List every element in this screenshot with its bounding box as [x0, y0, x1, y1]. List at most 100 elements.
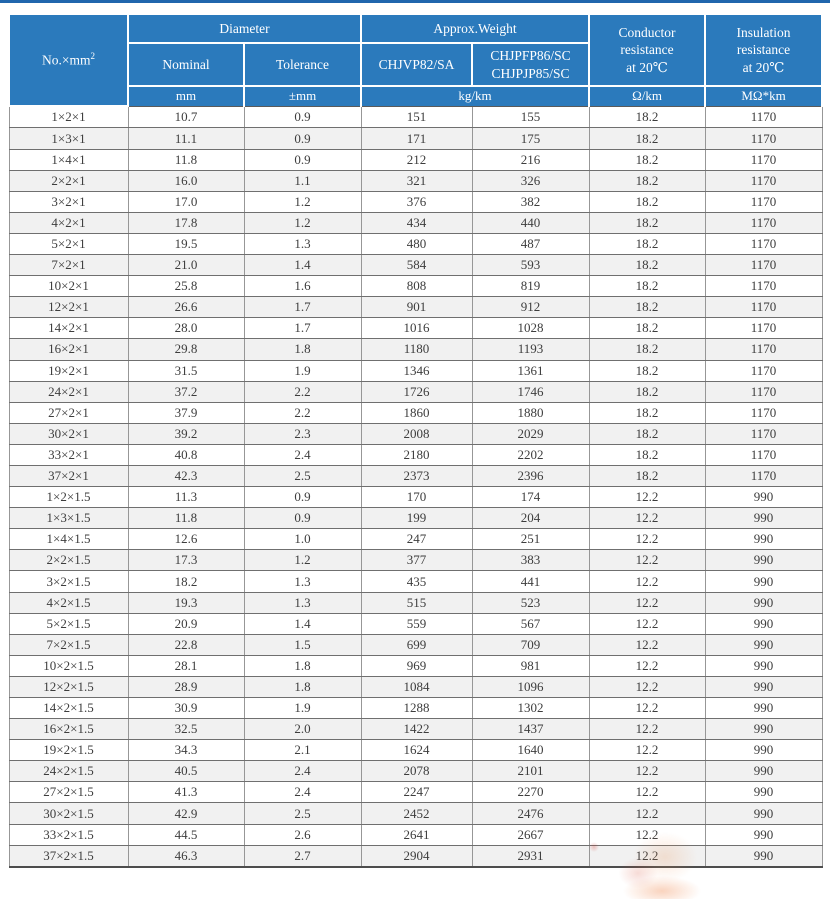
table-cell: 0.9	[243, 127, 362, 150]
table-cell: 175	[471, 127, 590, 150]
table-cell: 990	[704, 739, 823, 762]
table-cell: 170	[360, 486, 473, 509]
table-cell: 1346	[360, 359, 473, 382]
table-cell: 1170	[704, 317, 823, 340]
table-cell: 2.0	[243, 718, 362, 741]
table-cell: 18.2	[588, 422, 706, 445]
table-cell: 2247	[360, 781, 473, 804]
table-cell: 26.6	[127, 296, 245, 319]
table-cell: 30×2×1.5	[8, 802, 129, 825]
table-cell: 41.3	[127, 781, 245, 804]
no-mm2-superscript: 2	[90, 51, 96, 62]
table-cell: 33×2×1	[8, 443, 129, 466]
table-cell: 1880	[471, 401, 590, 424]
table-row: 1×4×1.5 12.6 1.0 247 251 12.2 990	[8, 528, 823, 551]
conductor-line3: at 20℃	[626, 59, 668, 75]
table-row: 14×2×1.5 30.9 1.9 1288 1302 12.2 990	[8, 697, 823, 720]
table-cell: 990	[704, 612, 823, 635]
table-cell: 321	[360, 169, 473, 192]
table-cell: 32.5	[127, 718, 245, 741]
table-cell: 204	[471, 507, 590, 530]
table-cell: 2270	[471, 781, 590, 804]
table-cell: 0.9	[243, 105, 362, 129]
table-cell: 1302	[471, 697, 590, 720]
table-cell: 5×2×1.5	[8, 612, 129, 635]
table-cell: 2202	[471, 443, 590, 466]
table-row: 37×2×1 42.3 2.5 2373 2396 18.2 1170	[8, 464, 823, 488]
unit-cell-tolerance-mm: ±mm	[242, 84, 363, 107]
table-cell: 212	[360, 148, 473, 171]
header-row-units: mm ±mm kg/km Ω/km MΩ*km	[9, 84, 824, 107]
table-cell: 2078	[360, 760, 473, 783]
table-cell: 10×2×1	[8, 275, 129, 298]
table-cell: 1170	[704, 422, 823, 445]
table-cell: 990	[704, 697, 823, 720]
table-cell: 1.8	[243, 675, 362, 699]
table-cell: 2180	[360, 443, 473, 466]
header-cell-weight-type1: CHJVP82/SA	[360, 42, 474, 87]
table-row: 19×2×1 31.5 1.9 1346 1361 18.2 1170	[8, 359, 823, 382]
table-cell: 19.5	[127, 232, 245, 256]
table-cell: 1170	[704, 443, 823, 466]
table-cell: 1180	[360, 338, 473, 361]
table-cell: 1.0	[243, 528, 362, 551]
table-cell: 990	[704, 760, 823, 783]
table-cell: 12.2	[588, 697, 706, 720]
table-cell: 18.2	[588, 148, 706, 171]
table-cell: 18.2	[588, 190, 706, 213]
table-row: 27×2×1 37.9 2.2 1860 1880 18.2 1170	[8, 401, 823, 424]
table-cell: 37.9	[127, 401, 245, 424]
table-cell: 174	[471, 486, 590, 509]
table-cell: 990	[704, 844, 823, 868]
table-cell: 12.2	[588, 781, 706, 804]
table-cell: 593	[471, 254, 590, 277]
header-cell-approx-weight: Approx.Weight	[360, 13, 591, 44]
insulation-line1: Insulation	[736, 24, 791, 40]
table-cell: 12.2	[588, 823, 706, 846]
table-cell: 18.2	[588, 127, 706, 150]
table-cell: 1.7	[243, 296, 362, 319]
table-cell: 990	[704, 654, 823, 677]
table-cell: 1437	[471, 718, 590, 741]
table-cell: 12.2	[588, 549, 706, 572]
unit-cell-ohm-km: Ω/km	[588, 84, 707, 107]
table-cell: 1170	[704, 401, 823, 424]
table-cell: 18.2	[588, 105, 706, 129]
table-cell: 567	[471, 612, 590, 635]
table-cell: 30×2×1	[8, 422, 129, 445]
table-cell: 33×2×1.5	[8, 823, 129, 846]
conductor-line2: resistance	[620, 42, 674, 58]
table-cell: 1.8	[243, 654, 362, 677]
table-cell: 1.3	[243, 570, 362, 593]
table-cell: 30.9	[127, 697, 245, 720]
table-cell: 901	[360, 296, 473, 319]
table-cell: 18.2	[127, 570, 245, 593]
table-cell: 377	[360, 549, 473, 572]
table-cell: 1.6	[243, 275, 362, 298]
table-cell: 1.9	[243, 697, 362, 720]
table-cell: 46.3	[127, 844, 245, 868]
table-row: 33×2×1.5 44.5 2.6 2641 2667 12.2 990	[8, 823, 823, 846]
table-cell: 40.8	[127, 443, 245, 466]
table-cell: 1170	[704, 338, 823, 361]
table-cell: 990	[704, 570, 823, 593]
table-cell: 1170	[704, 169, 823, 192]
table-cell: 1.8	[243, 338, 362, 361]
table-row: 12×2×1 26.6 1.7 901 912 18.2 1170	[8, 296, 823, 319]
insulation-line3: at 20℃	[742, 59, 785, 75]
table-row: 3×2×1.5 18.2 1.3 435 441 12.2 990	[8, 570, 823, 593]
table-cell: 1170	[704, 464, 823, 488]
table-cell: 2×2×1	[8, 169, 129, 192]
unit-cell-mm: mm	[127, 84, 245, 107]
table-cell: 2641	[360, 823, 473, 846]
table-cell: 2904	[360, 844, 473, 868]
table-cell: 1170	[704, 127, 823, 150]
table-cell: 16×2×1.5	[8, 718, 129, 741]
table-cell: 2.7	[243, 844, 362, 868]
table-cell: 12×2×1.5	[8, 675, 129, 699]
table-row: 10×2×1 25.8 1.6 808 819 18.2 1170	[8, 275, 823, 298]
table-cell: 1.4	[243, 612, 362, 635]
header-cell-diameter: Diameter	[126, 13, 363, 44]
table-cell: 990	[704, 633, 823, 656]
table-cell: 34.3	[127, 739, 245, 762]
